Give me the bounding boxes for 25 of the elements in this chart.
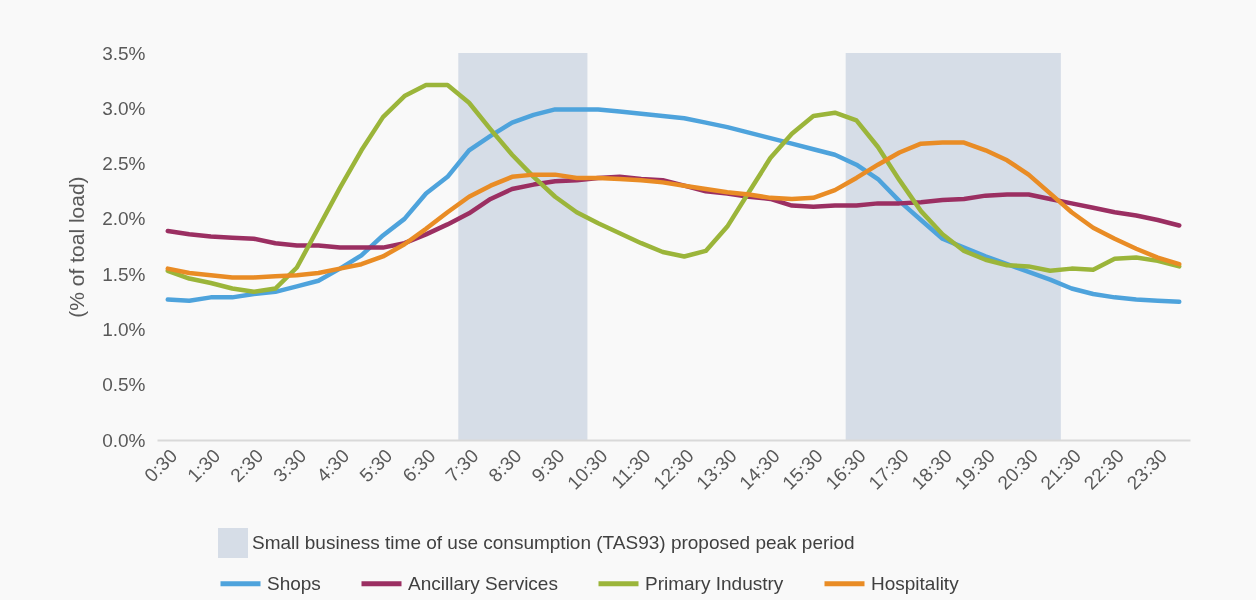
y-tick-label: 3.5% [102, 42, 146, 64]
x-tick-label: 1:30 [183, 445, 225, 487]
x-tick-label: 4:30 [312, 445, 354, 487]
x-tick-label: 7:30 [441, 445, 483, 487]
x-tick-label: 8:30 [484, 445, 526, 487]
y-tick-label: 3.0% [102, 97, 146, 119]
y-tick-label: 1.5% [102, 263, 146, 285]
legend-label: Small business time of use consumption (TAS93) proposed peak period [252, 532, 855, 553]
x-tick-label: 6:30 [398, 445, 440, 487]
x-tick-label: 3:30 [269, 445, 311, 487]
legend-label: Hospitality [871, 572, 960, 594]
x-tick-label: 9:30 [527, 445, 569, 487]
legend-label: Shops [267, 572, 321, 594]
y-axis-title: (% of toal load) [65, 176, 89, 318]
y-tick-label: 0.5% [102, 374, 146, 396]
y-tick-label: 2.5% [102, 153, 146, 175]
legend-label: Primary Industry [645, 572, 784, 594]
y-tick-label: 0.0% [102, 429, 146, 451]
y-tick-label: 2.0% [102, 208, 146, 230]
line-series [165, 82, 1182, 295]
line-series [165, 140, 1182, 280]
x-tick-label: 5:30 [355, 445, 397, 487]
y-tick-label: 1.0% [102, 318, 146, 340]
legend-label: Ancillary Services [408, 572, 558, 594]
line-series [165, 107, 1182, 305]
